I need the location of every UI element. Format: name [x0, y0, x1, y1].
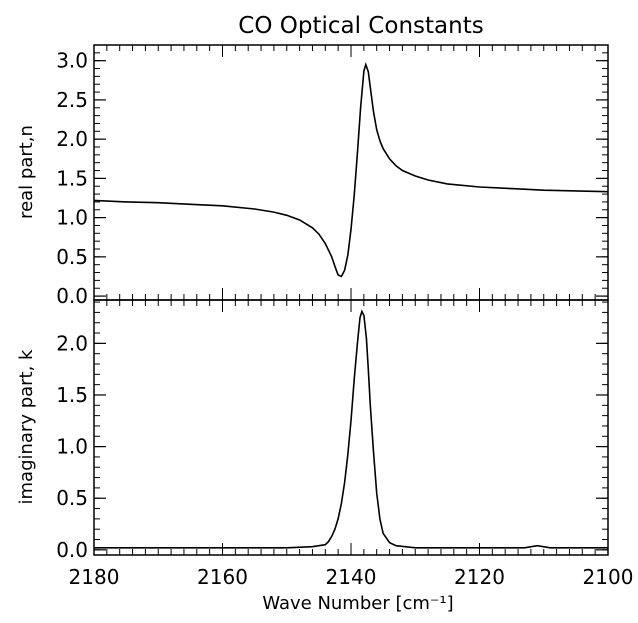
- real-part-y-axis-label: real part,n: [16, 125, 37, 219]
- imaginary-part-y-ticks: 0.0 0.5 1.0 1.5 2.0: [56, 301, 608, 562]
- imaginary-part-y-tick-label: 1.5: [56, 383, 88, 407]
- real-part-y-ticks: 0.0 0.5 1.0 1.5 2.0 2.5 3.0: [56, 49, 608, 308]
- imaginary-part-series-line: [94, 309, 608, 549]
- imaginary-part-y-tick-label: 0.5: [56, 486, 88, 510]
- x-axis-label: Wave Number [cm⁻¹]: [262, 593, 453, 614]
- imaginary-part-panel: 0.0 0.5 1.0 1.5 2.0 2180 2160 2140 2120 2100 ima…: [16, 299, 634, 614]
- x-tick-label: 2140: [326, 565, 377, 589]
- real-part-y-tick-label: 1.0: [56, 206, 88, 230]
- chart-title: CO Optical Constants: [238, 13, 483, 39]
- x-tick-label: 2100: [583, 565, 634, 589]
- imaginary-part-y-tick-label: 1.0: [56, 435, 88, 459]
- real-part-x-ticks: [93, 45, 609, 300]
- imaginary-part-y-tick-label: 0.0: [56, 538, 88, 562]
- imaginary-part-y-axis-label: imaginary part, k: [16, 349, 37, 505]
- real-part-panel: 0.0 0.5 1.0 1.5 2.0 2.5 3.0 real part,n: [16, 44, 609, 308]
- real-part-y-tick-label: 1.5: [56, 166, 88, 190]
- x-tick-labels: 2180 2160 2140 2120 2100: [69, 565, 634, 589]
- imaginary-part-x-ticks: [93, 300, 609, 555]
- imaginary-part-y-tick-label: 2.0: [56, 331, 88, 355]
- x-tick-label: 2180: [69, 565, 120, 589]
- real-part-y-tick-label: 3.0: [56, 49, 88, 73]
- real-part-plot-frame: [93, 44, 609, 301]
- real-part-series-line: [93, 62, 609, 278]
- real-part-y-tick-label: 2.0: [56, 127, 88, 151]
- real-part-y-tick-label: 2.5: [56, 88, 88, 112]
- x-tick-label: 2160: [197, 565, 248, 589]
- real-part-y-tick-label: 0.5: [56, 245, 88, 269]
- x-tick-label: 2120: [454, 565, 505, 589]
- real-part-y-tick-label: 0.0: [56, 284, 88, 308]
